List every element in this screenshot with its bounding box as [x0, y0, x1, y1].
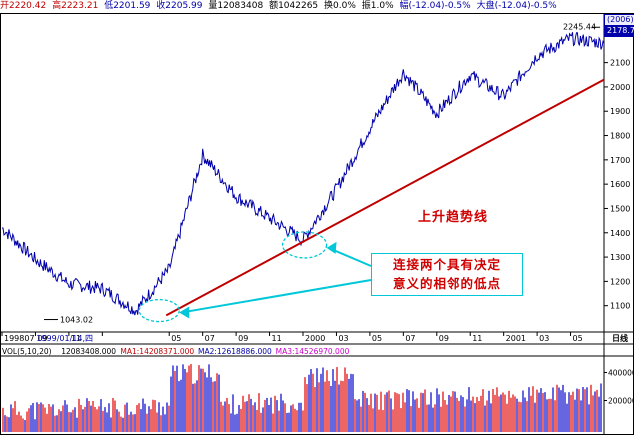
high-label: 2245.44	[563, 22, 596, 31]
low-point-circle-2	[281, 231, 328, 259]
callout-arrowhead-1	[179, 306, 190, 319]
market-value: 大盘(-12.04)-0.5%	[476, 1, 557, 11]
x-tick-label-15: 03	[539, 334, 549, 343]
callout-line-1: 连接两个具有决定	[392, 257, 501, 272]
x-tick-label-4: 05	[171, 334, 181, 343]
x-tick-label-6: 09	[238, 334, 248, 343]
x-tick-label-2: 11	[71, 334, 81, 343]
vol-title: VOL(5,10,20)	[2, 347, 52, 356]
low-point-circle-1	[138, 298, 180, 323]
uptrend-line	[165, 78, 605, 317]
x-tick-label-16: 05	[573, 334, 583, 343]
x-tick-label-13: 11	[472, 334, 482, 343]
x-tick-label-11: 07	[405, 334, 415, 343]
y-tick-label-2100: 2100	[610, 59, 630, 68]
x-tick-label-3: 1999/01/14,四	[36, 334, 93, 343]
callout-arrow-1	[181, 279, 372, 314]
y-tick-label-1900: 1900	[610, 107, 630, 116]
close-value: 收2205.99	[156, 1, 203, 11]
last-price-box: 2178.77	[604, 25, 634, 37]
vol-tick-label-1: 200000	[608, 397, 634, 406]
x-tick-label-0: 199807	[4, 334, 35, 343]
y-tick-label-1700: 1700	[610, 156, 630, 165]
vol-value: 12083408.000	[61, 347, 116, 356]
callout-arrowhead-2	[326, 241, 337, 254]
y-tick-label-1500: 1500	[610, 204, 630, 213]
turnover-value: 换0.0%	[324, 1, 356, 11]
x-tick-label-7: 11	[272, 334, 282, 343]
x-tick-label-5: 07	[205, 334, 215, 343]
x-tick-label-9: 03	[338, 334, 348, 343]
y-tick-label-1400: 1400	[610, 229, 630, 238]
y-tick-label-1200: 1200	[610, 277, 630, 286]
low-label: 1043.02	[60, 316, 93, 325]
y-tick-label-1300: 1300	[610, 253, 630, 262]
low-value: 低2201.59	[104, 1, 151, 11]
x-tick-label-8: 2000	[305, 334, 325, 343]
x-tick-label-1: 09	[37, 334, 47, 343]
vol-ma1: MA1:14208371.000	[120, 347, 194, 356]
y-tick-label-1800: 1800	[610, 132, 630, 141]
vol-tick-label-0: 400000	[608, 369, 634, 378]
x-tick-label-14: 2001	[506, 334, 526, 343]
x-tick-label-10: 05	[372, 334, 382, 343]
y-tick-label-2000: 2000	[610, 83, 630, 92]
y-tick-label-1100: 1100	[610, 302, 630, 311]
open-value: 开2220.42	[0, 1, 47, 11]
quote-header: 开2220.42 高2223.21 低2201.59 收2205.99 量120…	[0, 0, 560, 13]
change-value: 幅(-12.04)-0.5%	[399, 1, 471, 11]
y-tick-label-1600: 1600	[610, 180, 630, 189]
amplitude-value: 振1.0%	[361, 1, 394, 11]
callout-line-2: 意义的相邻的低点	[392, 276, 501, 291]
amount-value: 额1042265	[269, 1, 319, 11]
vol-ma2: MA2:12618886.000	[198, 347, 272, 356]
x-period-label: 日线	[612, 333, 628, 343]
vol-ma3: MA3:14526970.000	[276, 347, 350, 356]
callout-note: 连接两个具有决定 意义的相邻的低点	[371, 253, 523, 296]
trend-title: 上升趋势线	[418, 210, 489, 225]
high-value: 高2223.21	[52, 1, 99, 11]
x-tick-label-12: 09	[439, 334, 449, 343]
volume-value: 量12083408	[208, 1, 264, 11]
